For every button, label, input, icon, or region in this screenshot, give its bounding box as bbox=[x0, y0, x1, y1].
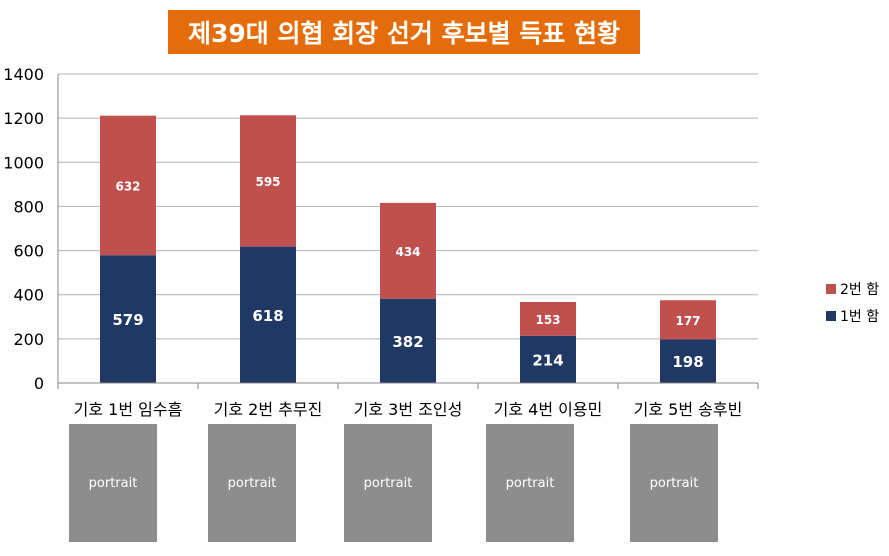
y-tick-label: 400 bbox=[13, 286, 44, 305]
stacked-bar-chart: 0 200 400 600 800 1000 1200 1400 579 632 618 595 38… bbox=[3, 65, 879, 419]
bar-segment bbox=[520, 301, 576, 336]
legend-swatch bbox=[826, 311, 836, 321]
legend-label: 2번 함 bbox=[840, 282, 879, 298]
bars: 579 632 618 595 382 434 214 153 198 177 bbox=[100, 115, 716, 383]
y-axis: 0 200 400 600 800 1000 1200 1400 bbox=[3, 65, 59, 393]
data-label: 153 bbox=[535, 313, 560, 327]
candidate-5-photo: portrait bbox=[630, 424, 718, 542]
y-tick-label: 1200 bbox=[3, 109, 44, 128]
data-label: 382 bbox=[392, 333, 423, 351]
x-tick-label: 기호 5번 송후빈 bbox=[634, 400, 743, 419]
y-tick-label: 1400 bbox=[3, 65, 44, 84]
data-label: 198 bbox=[672, 353, 703, 371]
candidate-2-photo: portrait bbox=[208, 424, 296, 542]
y-tick-label: 0 bbox=[34, 374, 44, 393]
bar-segment bbox=[660, 339, 716, 383]
bar-segment bbox=[240, 246, 296, 383]
bar-segment bbox=[380, 202, 436, 299]
candidate-3-photo: portrait bbox=[344, 424, 432, 542]
bar-segment bbox=[100, 255, 156, 383]
legend-swatch bbox=[826, 284, 836, 294]
bar-segment bbox=[240, 115, 296, 247]
bar-segment bbox=[660, 300, 716, 340]
legend: 2번 함 1번 함 bbox=[826, 282, 879, 325]
bar-segment bbox=[100, 115, 156, 256]
y-tick-label: 800 bbox=[13, 197, 44, 216]
bar-segment bbox=[380, 298, 436, 383]
y-tick-label: 1000 bbox=[3, 153, 44, 172]
x-axis: 기호 1번 임수흠 기호 2번 추무진 기호 3번 조인성 기호 4번 이용민 기호 5… bbox=[57, 382, 759, 419]
data-label: 434 bbox=[395, 245, 420, 259]
candidate-1-photo: portrait bbox=[69, 424, 157, 542]
candidate-4-photo: portrait bbox=[486, 424, 574, 542]
x-tick-label: 기호 1번 임수흠 bbox=[74, 400, 183, 419]
data-label: 632 bbox=[115, 179, 140, 193]
x-tick-label: 기호 3번 조인성 bbox=[354, 400, 463, 419]
data-label: 177 bbox=[675, 314, 700, 328]
y-tick-label: 200 bbox=[13, 330, 44, 349]
chart-title: 제39대 의협 회장 선거 후보별 득표 현황 bbox=[168, 10, 640, 54]
bar-segment bbox=[520, 335, 576, 383]
x-tick-label: 기호 4번 이용민 bbox=[494, 400, 603, 419]
data-label: 595 bbox=[255, 175, 280, 189]
data-label: 618 bbox=[252, 307, 283, 325]
data-label: 579 bbox=[112, 311, 143, 329]
legend-label: 1번 함 bbox=[840, 309, 879, 325]
y-tick-label: 600 bbox=[13, 242, 44, 261]
data-label: 214 bbox=[532, 351, 563, 369]
x-tick-label: 기호 2번 추무진 bbox=[214, 400, 323, 419]
